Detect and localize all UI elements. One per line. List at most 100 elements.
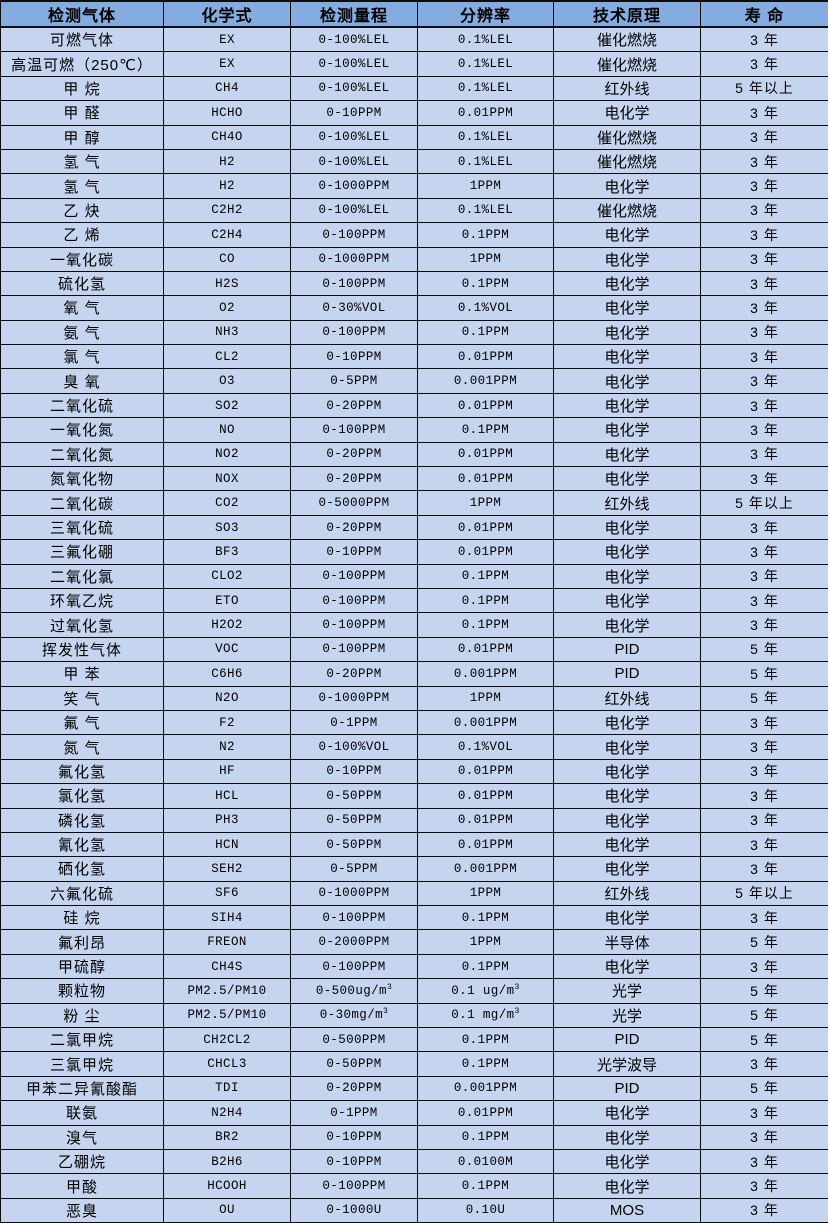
cell-range: 0-100%LEL: [291, 27, 418, 52]
cell-principle: 电化学: [554, 1149, 701, 1173]
cell-life: 3 年: [701, 296, 828, 320]
cell-principle: 电化学: [554, 369, 701, 393]
cell-range: 0-5PPM: [291, 369, 418, 393]
cell-formula: NOX: [164, 467, 291, 491]
cell-formula: EX: [164, 27, 291, 52]
cell-life: 3 年: [701, 1052, 828, 1076]
cell-formula: CH4S: [164, 954, 291, 978]
cell-resolution: 0.01PPM: [418, 637, 554, 661]
cell-name: 氟化氢: [1, 759, 164, 783]
cell-life: 3 年: [701, 954, 828, 978]
cell-life: 5 年: [701, 1003, 828, 1027]
cell-name: 一氧化氮: [1, 418, 164, 442]
cell-resolution: 1PPM: [418, 881, 554, 905]
cell-name: 恶臭: [1, 1198, 164, 1222]
cell-range: 0-1000U: [291, 1198, 418, 1222]
cell-resolution: 0.01PPM: [418, 808, 554, 832]
cell-range: 0-100PPM: [291, 320, 418, 344]
cell-range: 0-100%LEL: [291, 149, 418, 173]
cell-principle: 电化学: [554, 442, 701, 466]
cell-formula: B2H6: [164, 1149, 291, 1173]
cell-life: 5 年以上: [701, 491, 828, 515]
cell-life: 3 年: [701, 369, 828, 393]
cell-range: 0-100PPM: [291, 418, 418, 442]
cell-formula: EX: [164, 52, 291, 76]
cell-principle: 光学波导: [554, 1052, 701, 1076]
cell-formula: C2H4: [164, 223, 291, 247]
cell-life: 3 年: [701, 515, 828, 539]
cell-name: 氢 气: [1, 174, 164, 198]
cubic-superscript: 3: [387, 983, 392, 992]
cell-name: 二氯甲烷: [1, 1028, 164, 1052]
cell-name: 氧 气: [1, 296, 164, 320]
cell-principle: PID: [554, 662, 701, 686]
cell-resolution: 0.01PPM: [418, 393, 554, 417]
column-header-life: 寿 命: [701, 1, 828, 27]
cell-life: 3 年: [701, 808, 828, 832]
cell-life: 5 年以上: [701, 76, 828, 100]
cell-principle: 电化学: [554, 784, 701, 808]
cell-resolution: 0.1 ug/m3: [418, 979, 554, 1003]
cell-life: 3 年: [701, 52, 828, 76]
cell-name: 乙硼烷: [1, 1149, 164, 1173]
cell-principle: 电化学: [554, 564, 701, 588]
cell-formula: HCHO: [164, 101, 291, 125]
cell-range: 0-100PPM: [291, 1174, 418, 1198]
cell-life: 3 年: [701, 1125, 828, 1149]
cell-life: 3 年: [701, 442, 828, 466]
cell-life: 3 年: [701, 223, 828, 247]
cell-life: 3 年: [701, 1174, 828, 1198]
cell-range: 0-10PPM: [291, 759, 418, 783]
cell-resolution: 0.0100M: [418, 1149, 554, 1173]
cell-range: 0-50PPM: [291, 1052, 418, 1076]
cell-range: 0-10PPM: [291, 1149, 418, 1173]
cell-formula: SO3: [164, 515, 291, 539]
cell-principle: 半导体: [554, 930, 701, 954]
cell-principle: 红外线: [554, 686, 701, 710]
cell-life: 3 年: [701, 906, 828, 930]
cell-formula: CH4: [164, 76, 291, 100]
cell-life: 3 年: [701, 247, 828, 271]
cell-principle: 催化燃烧: [554, 125, 701, 149]
cell-life: 5 年: [701, 979, 828, 1003]
cubic-superscript: 3: [515, 1007, 520, 1016]
cell-formula: SO2: [164, 393, 291, 417]
cell-range: 0-50PPM: [291, 832, 418, 856]
cell-name: 环氧乙烷: [1, 588, 164, 612]
cell-name: 氮 气: [1, 735, 164, 759]
cell-name: 过氧化氢: [1, 613, 164, 637]
cell-principle: 电化学: [554, 1174, 701, 1198]
cell-life: 5 年: [701, 637, 828, 661]
cell-principle: 电化学: [554, 808, 701, 832]
cell-principle: 电化学: [554, 588, 701, 612]
cell-resolution: 0.1PPM: [418, 223, 554, 247]
cell-resolution: 0.1PPM: [418, 588, 554, 612]
cell-range: 0-1PPM: [291, 1101, 418, 1125]
cell-name: 三氯甲烷: [1, 1052, 164, 1076]
cell-principle: 电化学: [554, 1101, 701, 1125]
cell-formula: N2H4: [164, 1101, 291, 1125]
cell-principle: 电化学: [554, 735, 701, 759]
cell-name: 甲 醇: [1, 125, 164, 149]
cell-principle: 光学: [554, 1003, 701, 1027]
cell-resolution: 0.01PPM: [418, 1101, 554, 1125]
cell-name: 粉 尘: [1, 1003, 164, 1027]
cell-life: 3 年: [701, 1198, 828, 1222]
cell-name: 氰化氢: [1, 832, 164, 856]
cell-life: 3 年: [701, 174, 828, 198]
cell-principle: 电化学: [554, 296, 701, 320]
cell-resolution: 0.001PPM: [418, 857, 554, 881]
cell-resolution: 0.1%LEL: [418, 125, 554, 149]
